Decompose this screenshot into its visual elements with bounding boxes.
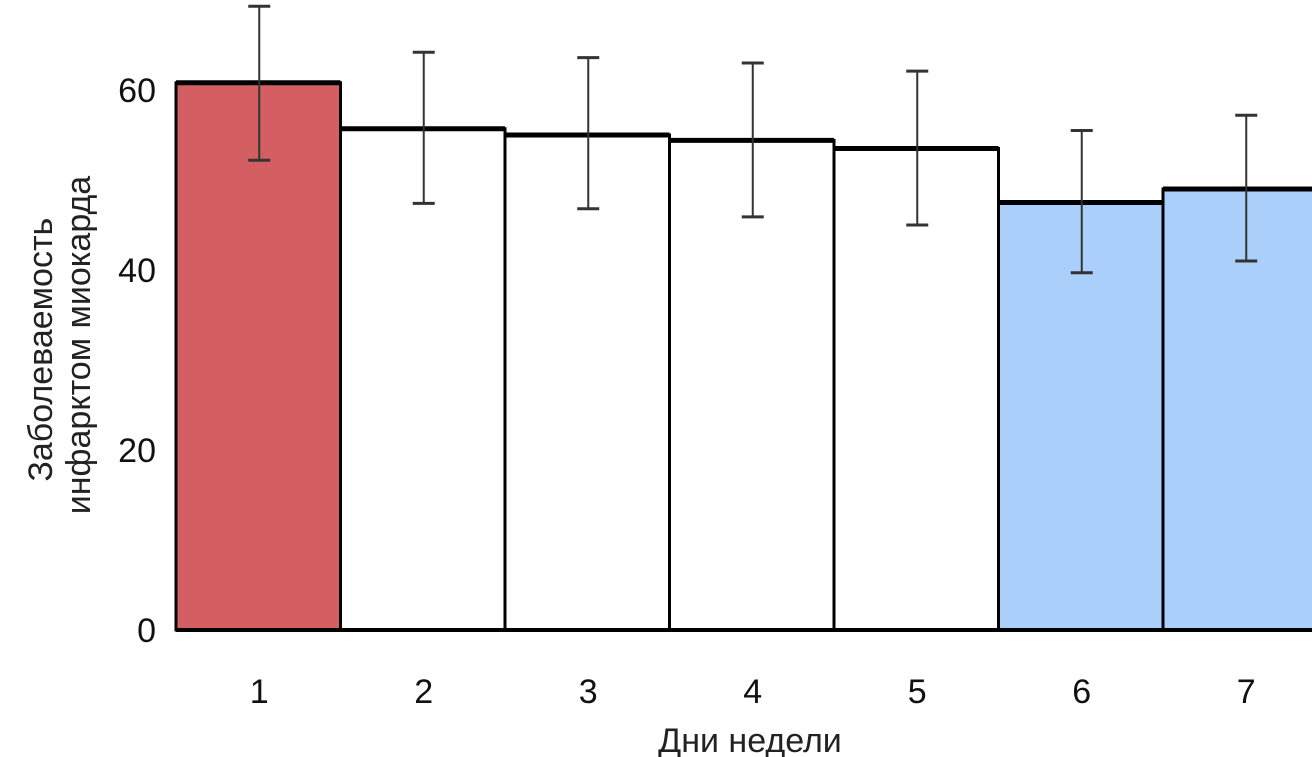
x-tick-label-7: 7 xyxy=(1237,673,1256,711)
y-tick-label-60: 60 xyxy=(118,72,156,110)
x-tick-label-6: 6 xyxy=(1072,673,1091,711)
bars-layer xyxy=(176,83,1312,630)
bar-1 xyxy=(176,83,341,630)
x-tick-label-2: 2 xyxy=(414,673,433,711)
y-axis-title: Заболеваемость инфарктом миокарда xyxy=(22,176,98,515)
x-axis-title: Дни недели xyxy=(658,722,842,757)
x-tick-labels: 1 2 3 4 5 6 7 xyxy=(250,673,1256,711)
x-tick-label-4: 4 xyxy=(743,673,762,711)
y-axis-title-line-2: инфарктом миокарда xyxy=(60,176,98,515)
y-axis-title-line-1: Заболеваемость xyxy=(22,218,60,482)
y-tick-label-40: 40 xyxy=(118,252,156,290)
x-tick-label-5: 5 xyxy=(908,673,927,711)
bar-7 xyxy=(1163,189,1312,630)
y-tick-label-20: 20 xyxy=(118,432,156,470)
x-tick-label-3: 3 xyxy=(579,673,598,711)
y-tick-label-0: 0 xyxy=(137,612,156,650)
y-tick-labels: 0 20 40 60 xyxy=(118,72,156,650)
x-tick-label-1: 1 xyxy=(250,673,269,711)
